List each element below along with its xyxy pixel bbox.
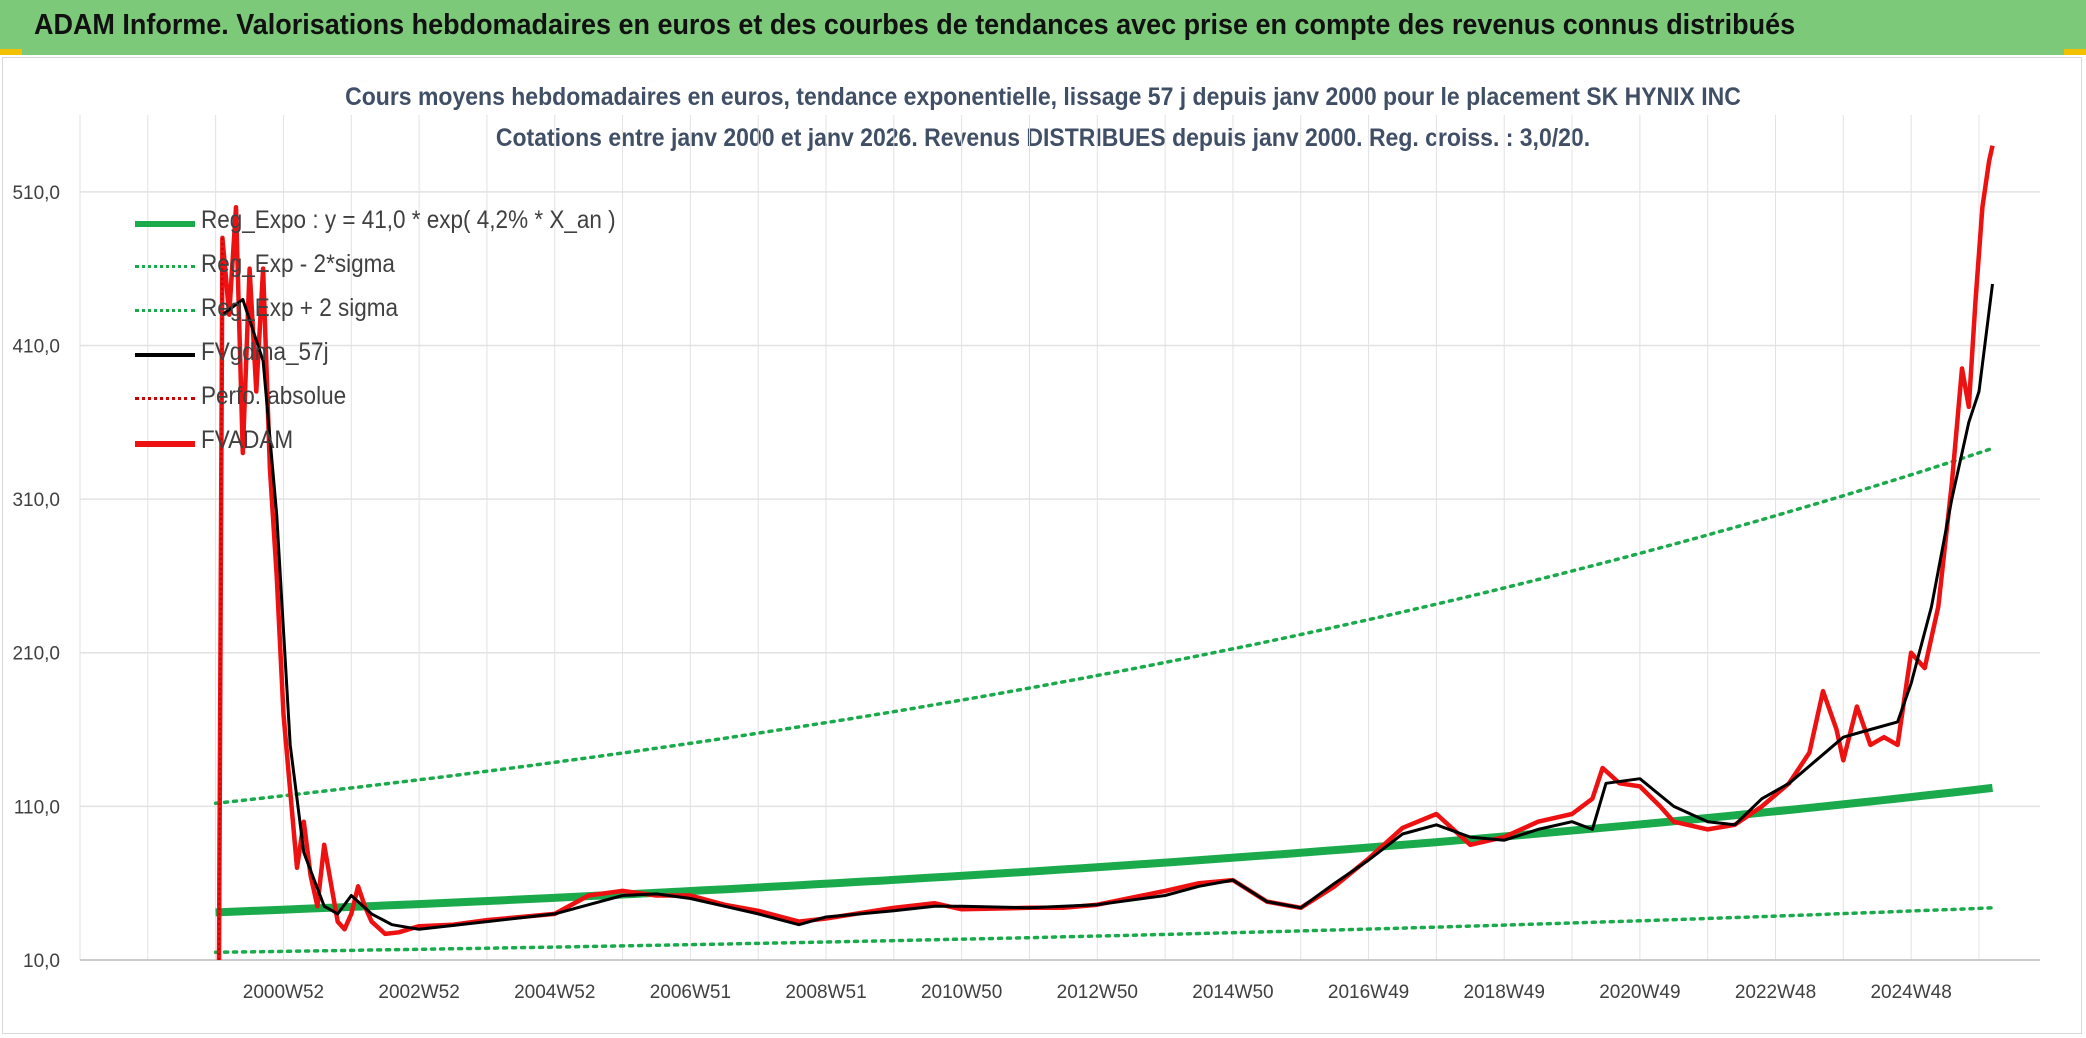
chart-series (213, 145, 1995, 961)
legend-swatch (135, 353, 195, 357)
legend-label: Reg_Exp - 2*sigma (201, 250, 395, 278)
x-tick-label: 2020W49 (1599, 982, 1680, 1003)
x-tick-label: 2000W52 (243, 982, 324, 1003)
x-tick-label: 2002W52 (378, 982, 459, 1003)
series-line-fvgdma-57j (221, 283, 1994, 931)
banner-corner-left (0, 49, 22, 55)
y-tick-label: 510,0 (12, 183, 60, 204)
chart-subtitle: Cotations entre janv 2000 et janv 2026. … (495, 124, 1591, 152)
x-tick-label: 2018W49 (1464, 982, 1545, 1003)
legend-swatch (135, 397, 195, 400)
legend-label: FVgdma_57j (201, 338, 329, 366)
y-tick-label: 310,0 (12, 490, 60, 511)
x-tick-label: 2022W48 (1735, 982, 1816, 1003)
x-tick-label: 2008W51 (785, 982, 866, 1003)
y-tick-label: 410,0 (12, 336, 60, 357)
legend-swatch (135, 265, 195, 268)
y-tick-label: 10,0 (23, 951, 60, 972)
legend-label: Reg_Expo : y = 41,0 * exp( 4,2% * X_an ) (201, 206, 616, 234)
x-tick-label: 2012W50 (1057, 982, 1138, 1003)
series-line-reg-exp-2-sigma (213, 906, 1995, 955)
legend-label: Perfo. absolue (201, 382, 347, 410)
x-tick-label: 2016W49 (1328, 982, 1409, 1003)
legend-swatch (135, 309, 195, 312)
chart-frame (2, 57, 2082, 1034)
x-tick-label: 2006W51 (650, 982, 731, 1003)
x-tick-label: 2004W52 (514, 982, 595, 1003)
page-title: ADAM Informe. Valorisations hebdomadaire… (34, 9, 1796, 41)
legend-label: FVADAM (201, 426, 294, 454)
legend-label: Reg_Exp + 2 sigma (201, 294, 398, 322)
y-tick-label: 110,0 (14, 797, 60, 818)
banner-corner-right (2064, 49, 2086, 55)
series-line-perfo-absolue (218, 237, 224, 961)
series-line-reg-expo (215, 783, 1993, 917)
x-axis: 2000W52 2002W52 2004W52 2006W51 2008W51 2010W… (243, 982, 1952, 1003)
x-tick-label: 2010W50 (921, 982, 1002, 1003)
legend-swatch (135, 441, 195, 447)
x-tick-label: 2014W50 (1192, 982, 1273, 1003)
y-tick-label: 210,0 (12, 644, 60, 665)
header-banner: ADAM Informe. Valorisations hebdomadaire… (0, 0, 2086, 55)
chart-grid (79, 115, 2040, 961)
x-tick-label: 2024W48 (1870, 982, 1951, 1003)
chart-title: Cours moyens hebdomadaires en euros, ten… (345, 83, 1741, 111)
y-axis: 10,0 110,0 210,0 310,0 410,0 510,0 (12, 183, 60, 972)
series-line-fvadam (216, 145, 1995, 961)
series-line-reg-exp-2-sigma (213, 446, 1995, 806)
legend-swatch (135, 221, 195, 227)
